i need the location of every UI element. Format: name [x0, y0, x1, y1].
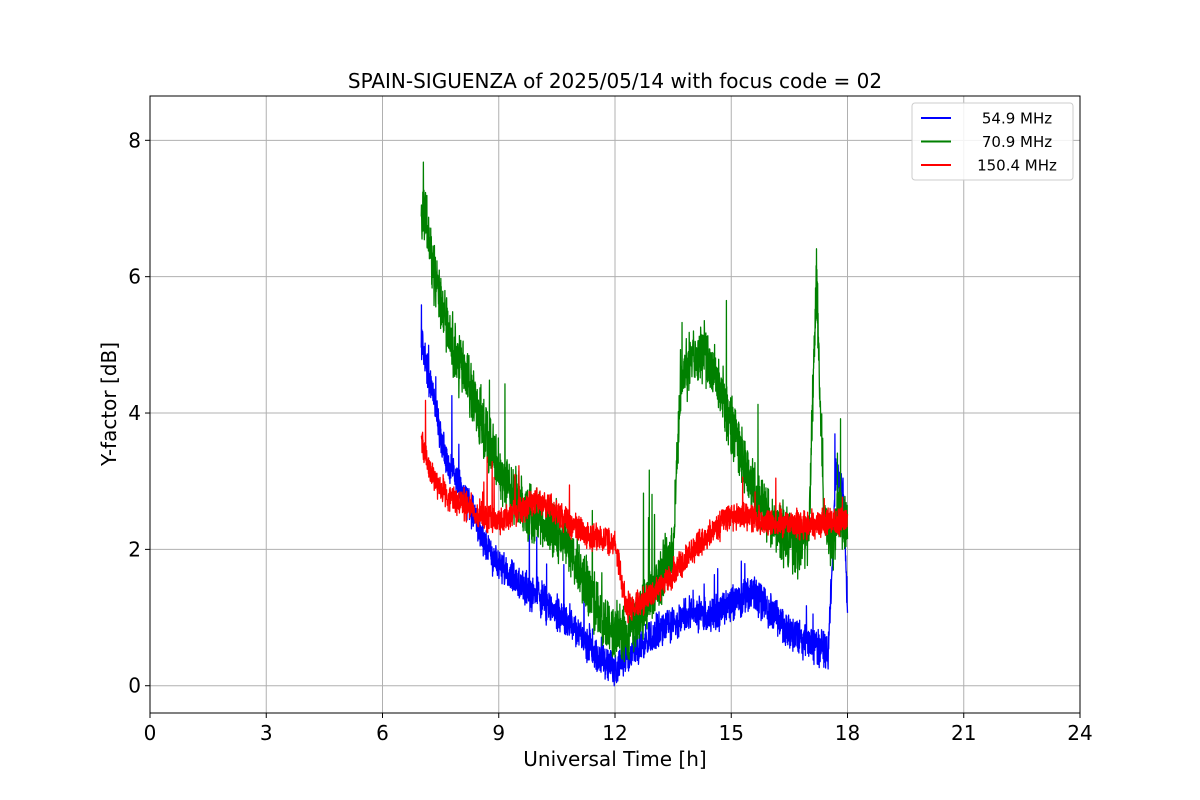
- y-tick-label: 0: [128, 674, 141, 698]
- x-tick-label: 12: [602, 721, 627, 745]
- x-tick-label: 6: [376, 721, 389, 745]
- x-tick-label: 21: [951, 721, 976, 745]
- series-line: [420, 304, 849, 687]
- legend-box: [911, 102, 1074, 181]
- x-tick-label: 9: [492, 721, 505, 745]
- y-axis-label: Y-factor [dB]: [97, 342, 121, 467]
- legend-entry-label: 54.9 MHz: [982, 110, 1052, 128]
- x-tick-label: 18: [835, 721, 860, 745]
- y-tick-label: 4: [128, 401, 141, 425]
- x-tick-label: 24: [1067, 721, 1092, 745]
- chart-title: SPAIN-SIGUENZA of 2025/05/14 with focus …: [348, 69, 882, 93]
- x-tick-label: 3: [260, 721, 273, 745]
- series-line: [420, 399, 849, 624]
- x-tick-label: 15: [719, 721, 744, 745]
- series-layer: [420, 161, 849, 687]
- legend: 54.9 MHz 70.9 MHz 150.4 MHz: [911, 102, 1074, 181]
- y-tick-label: 8: [128, 128, 141, 152]
- legend-entry-label: 150.4 MHz: [977, 157, 1057, 175]
- y-axis-ticks: 0 2 4 6 8: [128, 128, 150, 698]
- y-tick-label: 6: [128, 265, 141, 289]
- x-tick-label: 0: [144, 721, 157, 745]
- x-axis-ticks: 0 3 6 9 12 15 18 21 24: [144, 713, 1093, 745]
- x-axis-label: Universal Time [h]: [523, 747, 706, 771]
- y-tick-label: 2: [128, 537, 141, 561]
- legend-entry-label: 70.9 MHz: [982, 133, 1052, 151]
